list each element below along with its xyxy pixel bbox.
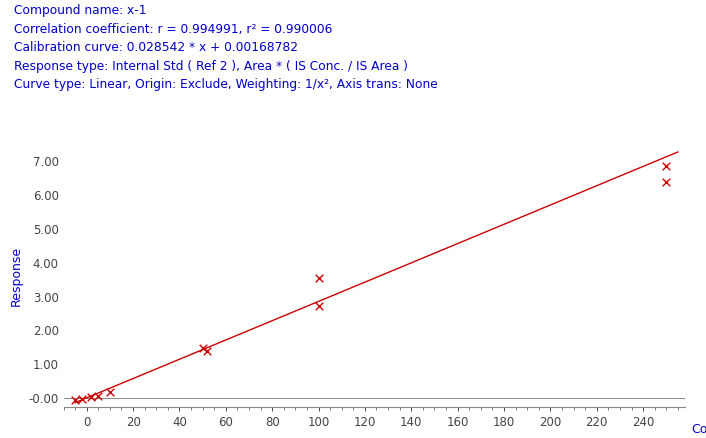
Point <box>69 397 80 404</box>
Point <box>202 347 213 354</box>
Text: Compound name: x-1
Correlation coefficient: r = 0.994991, r² = 0.990006
Calibrat: Compound name: x-1 Correlation coefficie… <box>14 4 438 92</box>
Point <box>661 163 672 170</box>
Point <box>76 395 88 402</box>
Point <box>661 179 672 186</box>
Point <box>313 302 324 309</box>
Point <box>85 394 97 401</box>
Point <box>92 392 104 399</box>
Text: Conc: Conc <box>691 423 706 436</box>
Point <box>104 389 116 396</box>
Y-axis label: Response: Response <box>10 246 23 306</box>
Point <box>313 274 324 281</box>
Point <box>197 345 208 352</box>
